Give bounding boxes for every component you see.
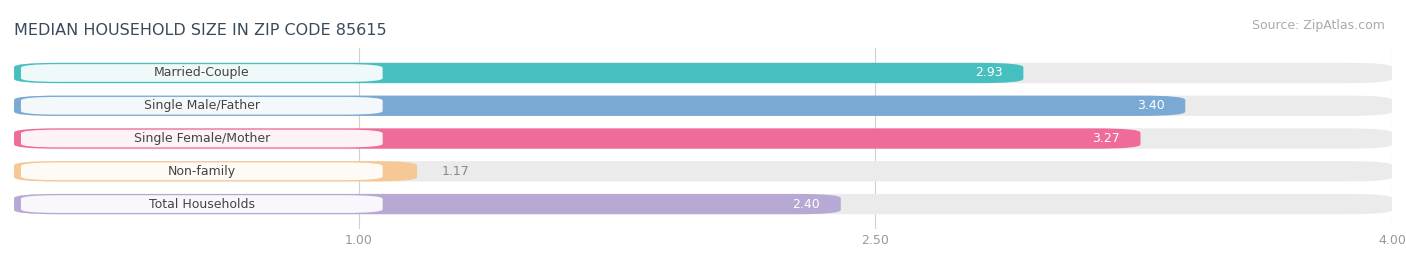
FancyBboxPatch shape xyxy=(21,64,382,82)
FancyBboxPatch shape xyxy=(14,194,841,214)
FancyBboxPatch shape xyxy=(14,161,1392,182)
FancyBboxPatch shape xyxy=(14,128,1140,149)
FancyBboxPatch shape xyxy=(21,195,382,213)
Text: Total Households: Total Households xyxy=(149,197,254,211)
FancyBboxPatch shape xyxy=(14,161,418,182)
FancyBboxPatch shape xyxy=(21,130,382,147)
Text: 2.40: 2.40 xyxy=(793,197,820,211)
FancyBboxPatch shape xyxy=(14,194,1392,214)
FancyBboxPatch shape xyxy=(14,63,1024,83)
Text: Source: ZipAtlas.com: Source: ZipAtlas.com xyxy=(1251,19,1385,32)
Text: Single Female/Mother: Single Female/Mother xyxy=(134,132,270,145)
Text: 3.40: 3.40 xyxy=(1137,99,1164,112)
Text: MEDIAN HOUSEHOLD SIZE IN ZIP CODE 85615: MEDIAN HOUSEHOLD SIZE IN ZIP CODE 85615 xyxy=(14,23,387,38)
Text: 1.17: 1.17 xyxy=(441,165,470,178)
Text: Married-Couple: Married-Couple xyxy=(155,66,250,80)
Text: Non-family: Non-family xyxy=(167,165,236,178)
FancyBboxPatch shape xyxy=(14,128,1392,149)
Text: 3.27: 3.27 xyxy=(1092,132,1119,145)
FancyBboxPatch shape xyxy=(21,162,382,180)
FancyBboxPatch shape xyxy=(14,95,1185,116)
FancyBboxPatch shape xyxy=(14,63,1392,83)
FancyBboxPatch shape xyxy=(14,95,1392,116)
Text: Single Male/Father: Single Male/Father xyxy=(143,99,260,112)
FancyBboxPatch shape xyxy=(21,97,382,115)
Text: 2.93: 2.93 xyxy=(976,66,1002,80)
